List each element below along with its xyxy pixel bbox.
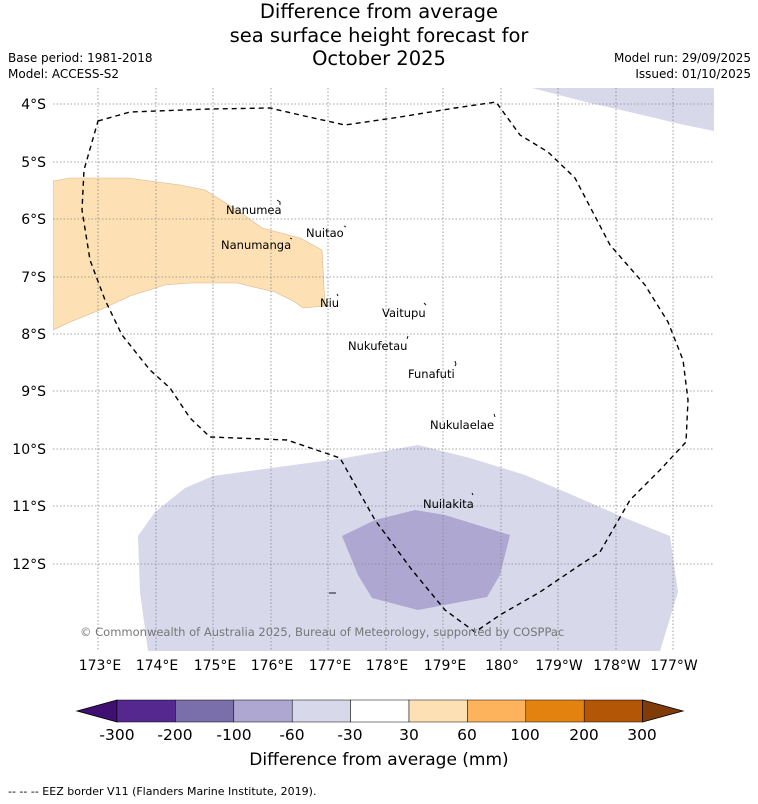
place-labels: Nanumea Nuitao Nanumanga Niu Vaitupu Nuk… bbox=[221, 203, 494, 511]
colorbar-label-4: -60 bbox=[279, 726, 305, 744]
place-label-nanumea: Nanumea bbox=[226, 203, 282, 217]
lon-label-180: 180° bbox=[485, 658, 519, 674]
lat-label-12s: 12°S bbox=[12, 557, 46, 573]
base-period: Base period: 1981-2018 bbox=[8, 51, 153, 65]
place-label-nuilakita: Nuilakita bbox=[423, 497, 474, 511]
place-label-nukulaelae: Nukulaelae bbox=[430, 418, 494, 432]
anomaly-light-negative-northeast bbox=[532, 88, 714, 131]
colorbar-label-5: -30 bbox=[337, 726, 363, 744]
colorbar-segment-2 bbox=[175, 699, 235, 723]
colorbar-extend-low bbox=[75, 699, 118, 723]
place-label-nuitao: Nuitao bbox=[306, 226, 344, 240]
colorbar-label-10: 300 bbox=[627, 726, 657, 744]
lon-label-173e: 173°E bbox=[79, 658, 122, 674]
lat-label-4s: 4°S bbox=[21, 97, 46, 113]
lat-label-8s: 8°S bbox=[21, 327, 46, 343]
chart-title: Difference from average sea surface heig… bbox=[0, 0, 758, 71]
lon-label-174e: 174°E bbox=[136, 658, 179, 674]
meta-left: Base period: 1981-2018 Model: ACCESS-S2 bbox=[8, 50, 153, 82]
meta-right: Model run: 29/09/2025 Issued: 01/10/2025 bbox=[614, 50, 751, 82]
title-line-1: Difference from average bbox=[259, 0, 499, 23]
latitude-labels: 4°S 5°S 6°S 7°S 8°S 9°S 10°S 11°S 12°S bbox=[12, 97, 46, 573]
anomaly-light-positive-west bbox=[53, 177, 326, 331]
model-run: Model run: 29/09/2025 bbox=[613, 51, 751, 65]
colorbar-segment-9 bbox=[583, 699, 643, 723]
longitude-labels: 173°E 174°E 175°E 176°E 177°E 178°E 179°… bbox=[79, 658, 698, 674]
lon-label-175e: 175°E bbox=[194, 658, 237, 674]
place-label-niu: Niu bbox=[320, 296, 339, 310]
island-markers bbox=[276, 199, 496, 594]
colorbar-label-6: 30 bbox=[399, 726, 419, 744]
model-name: Model: ACCESS-S2 bbox=[8, 67, 120, 81]
place-label-nanumanga: Nanumanga bbox=[221, 238, 291, 252]
lon-label-176e: 176°E bbox=[251, 658, 294, 674]
map-area bbox=[53, 88, 714, 651]
title-line-3: October 2025 bbox=[312, 47, 446, 70]
lat-label-7s: 7°S bbox=[21, 270, 46, 286]
colorbar-label-7: 60 bbox=[457, 726, 477, 744]
colorbar-extend-high bbox=[642, 699, 685, 723]
colorbar-label-8: 100 bbox=[510, 726, 540, 744]
anomaly-medium-negative-core bbox=[342, 510, 510, 610]
colorbar-segment-1 bbox=[116, 699, 176, 723]
place-label-vaitupu: Vaitupu bbox=[382, 306, 426, 320]
copyright-notice: © Commonwealth of Australia 2025, Bureau… bbox=[80, 625, 564, 639]
lat-label-10s: 10°S bbox=[12, 442, 46, 458]
colorbar-segment-7 bbox=[467, 699, 527, 723]
lon-label-177w: 177°W bbox=[650, 658, 698, 674]
colorbar-title: Difference from average (mm) bbox=[249, 750, 509, 770]
lon-label-179w: 179°W bbox=[535, 658, 583, 674]
eez-border bbox=[81, 101, 689, 633]
colorbar-label-9: 200 bbox=[569, 726, 599, 744]
title-line-2: sea surface height forecast for bbox=[229, 23, 529, 47]
colorbar-label-2: -200 bbox=[157, 726, 193, 744]
colorbar bbox=[75, 699, 685, 723]
lon-label-178e: 178°E bbox=[366, 658, 409, 674]
lat-label-9s: 9°S bbox=[21, 384, 46, 400]
colorbar-label-1: -300 bbox=[99, 726, 135, 744]
lat-label-5s: 5°S bbox=[21, 155, 46, 171]
colorbar-segment-3 bbox=[233, 699, 293, 723]
lon-label-179e: 179°E bbox=[424, 658, 467, 674]
lon-label-177e: 177°E bbox=[309, 658, 352, 674]
issued-date: Issued: 01/10/2025 bbox=[635, 67, 751, 81]
colorbar-segment-6 bbox=[408, 699, 468, 723]
lon-label-178w: 178°W bbox=[593, 658, 641, 674]
graticule bbox=[53, 88, 714, 651]
colorbar-segment-8 bbox=[525, 699, 585, 723]
place-label-funafuti: Funafuti bbox=[408, 367, 455, 381]
place-label-nukufetau: Nukufetau bbox=[348, 339, 407, 353]
colorbar-segment-5 bbox=[350, 699, 410, 723]
lat-label-11s: 11°S bbox=[12, 499, 46, 515]
eez-footnote: -- -- -- EEZ border V11 (Flanders Marine… bbox=[8, 785, 317, 798]
lat-label-6s: 6°S bbox=[21, 212, 46, 228]
colorbar-segment-4 bbox=[291, 699, 351, 723]
colorbar-label-3: -100 bbox=[216, 726, 252, 744]
